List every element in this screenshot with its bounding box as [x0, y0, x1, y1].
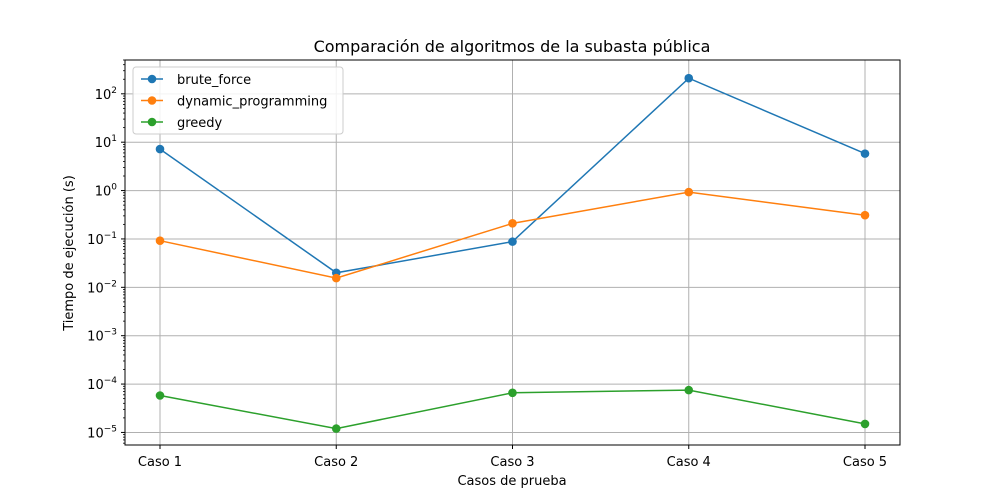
y-tick-base: 10: [87, 281, 104, 296]
data-point-greedy: [684, 385, 694, 395]
y-tick-label: 101: [95, 134, 117, 151]
y-tick-exponent: −1: [104, 231, 117, 241]
y-tick-base: 10: [87, 378, 104, 393]
y-tick-base: 10: [95, 185, 112, 200]
legend-box: [132, 66, 344, 135]
y-tick-base: 10: [95, 136, 112, 151]
legend-marker-dynamic_programming: [147, 96, 157, 105]
y-tick-label: 10−4: [87, 376, 117, 393]
data-point-dynamic_programming: [508, 219, 517, 228]
y-tick-base: 10: [95, 88, 112, 103]
data-point-greedy: [155, 391, 165, 400]
y-tick-exponent: 2: [111, 86, 117, 96]
y-tick-exponent: 0: [111, 183, 117, 193]
y-tick-label: 10−3: [87, 328, 117, 345]
y-tick-exponent: 1: [111, 134, 117, 144]
data-point-greedy: [860, 419, 870, 429]
y-tick-exponent: −5: [104, 424, 117, 434]
data-point-dynamic_programming: [155, 236, 165, 245]
data-point-brute_force: [684, 73, 694, 83]
y-axis-label: Tiempo de ejecución (s): [62, 175, 77, 332]
x-tick-label: Caso 2: [314, 455, 358, 470]
x-tick-label: Caso 5: [843, 455, 887, 470]
data-point-brute_force: [860, 149, 870, 158]
data-point-dynamic_programming: [860, 210, 870, 220]
y-tick-base: 10: [87, 233, 104, 248]
y-tick-exponent: −4: [104, 376, 118, 386]
x-tick-label: Caso 3: [490, 455, 534, 470]
y-tick-label: 10−5: [87, 424, 117, 441]
y-tick-base: 10: [87, 330, 104, 345]
legend-label: dynamic_programming: [177, 95, 327, 110]
series-layer: [155, 73, 870, 433]
x-axis-label: Casos de prueba: [457, 474, 566, 489]
legend-marker-greedy: [147, 117, 157, 127]
data-point-dynamic_programming: [684, 187, 694, 197]
x-axis: Caso 1 Caso 2 Caso 3 Caso 4 Caso 5: [138, 445, 887, 470]
y-tick-exponent: −3: [104, 328, 117, 338]
chart-title: Comparación de algoritmos de la subasta …: [314, 37, 711, 56]
data-point-brute_force: [155, 144, 165, 154]
data-point-greedy: [331, 424, 341, 433]
x-tick-label: Caso 1: [138, 455, 182, 470]
y-tick-label: 102: [95, 86, 117, 103]
data-point-greedy: [508, 388, 517, 398]
legend-label: brute_force: [177, 73, 251, 88]
y-tick-label: 10−1: [87, 231, 117, 248]
data-point-dynamic_programming: [331, 273, 341, 283]
y-tick-label: 100: [95, 183, 118, 200]
y-tick-exponent: −2: [104, 279, 117, 289]
y-tick-label: 10−2: [87, 279, 117, 296]
legend-label: greedy: [177, 116, 223, 131]
legend-marker-brute_force: [147, 74, 157, 84]
data-point-brute_force: [508, 237, 517, 246]
x-tick-label: Caso 4: [667, 455, 711, 470]
y-tick-base: 10: [87, 426, 104, 441]
